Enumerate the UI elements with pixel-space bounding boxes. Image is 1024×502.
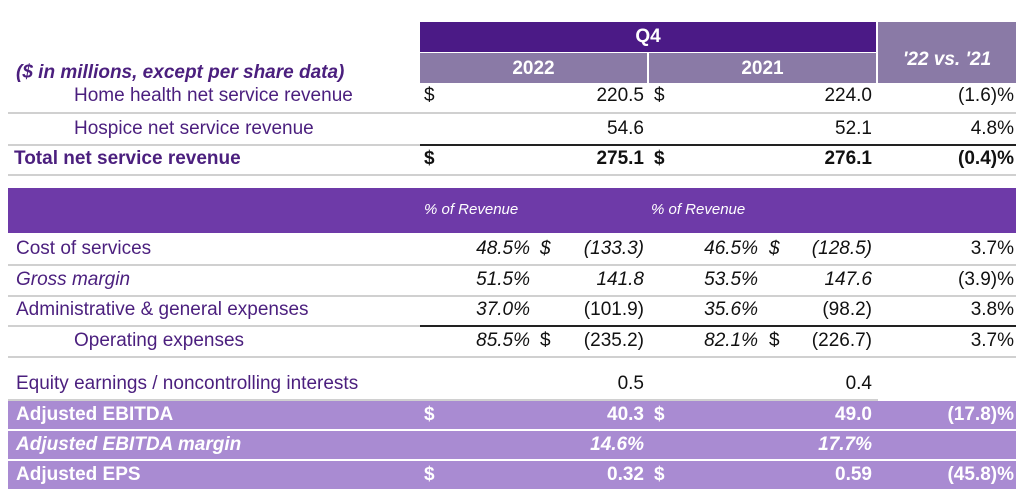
change-value: (0.4)% <box>958 148 1014 169</box>
pct-2021: 53.5% <box>704 269 758 290</box>
divider <box>8 356 1016 358</box>
summary-band-margin <box>8 431 1016 459</box>
pct-2021: 35.6% <box>704 299 758 320</box>
value-2022: (133.3) <box>583 238 644 259</box>
row-label: Home health net service revenue <box>74 85 353 106</box>
row-label: Cost of services <box>16 238 152 259</box>
currency-2022: $ <box>424 85 435 106</box>
currency-2021: $ <box>654 464 665 485</box>
currency-2022: $ <box>424 148 435 169</box>
pct-revenue-header-2022: % of Revenue <box>424 201 519 218</box>
value-2022: (101.9) <box>583 299 644 320</box>
change-value: (1.6)% <box>958 85 1014 106</box>
value-2022: (235.2) <box>583 330 644 351</box>
row-label: Adjusted EBITDA <box>16 404 174 425</box>
currency-2021: $ <box>654 148 665 169</box>
summary-band-ebitda <box>8 401 1016 429</box>
currency-2021: $ <box>769 330 780 351</box>
value-2022: 0.32 <box>607 464 644 485</box>
row-label: Administrative & general expenses <box>16 299 309 320</box>
value-2021: 224.0 <box>824 85 872 106</box>
value-2022: 14.6% <box>590 434 644 455</box>
header-q4-bar <box>420 22 876 52</box>
divider <box>8 399 878 401</box>
row-label: Adjusted EBITDA margin <box>16 434 242 455</box>
value-2022: 40.3 <box>607 404 644 425</box>
pct-2021: 82.1% <box>704 330 758 351</box>
header-period: Q4 <box>635 26 661 47</box>
row-label: Hospice net service revenue <box>74 118 314 139</box>
pct-2022: 37.0% <box>476 299 530 320</box>
currency-2022: $ <box>424 464 435 485</box>
pct-2022: 51.5% <box>476 269 530 290</box>
section-band <box>8 188 1016 233</box>
value-2021: (226.7) <box>811 330 872 351</box>
row-label: Operating expenses <box>74 330 245 351</box>
value-2021: (98.2) <box>822 299 872 320</box>
divider <box>8 325 420 327</box>
change-value: (17.8)% <box>947 404 1014 425</box>
row-label: Adjusted EPS <box>16 464 141 485</box>
header-col-change: '22 vs. '21 <box>902 49 992 70</box>
units-note: ($ in millions, except per share data) <box>16 62 345 83</box>
divider <box>8 112 1016 114</box>
change-value: (45.8)% <box>947 464 1014 485</box>
currency-2022: $ <box>540 238 551 259</box>
row-label: Equity earnings / noncontrolling interes… <box>16 373 359 394</box>
divider <box>8 144 420 146</box>
currency-2022: $ <box>540 330 551 351</box>
value-2021: 52.1 <box>835 118 872 139</box>
divider <box>8 264 1016 266</box>
summary-band-eps <box>8 461 1016 489</box>
value-2022: 220.5 <box>596 85 644 106</box>
value-2021: (128.5) <box>811 238 872 259</box>
change-value: 3.7% <box>970 330 1014 351</box>
change-value: 4.8% <box>970 118 1014 139</box>
pct-2022: 85.5% <box>476 330 530 351</box>
value-2021: 17.7% <box>818 434 872 455</box>
pct-2021: 46.5% <box>704 238 758 259</box>
value-2021: 49.0 <box>835 404 872 425</box>
row-label: Gross margin <box>16 269 131 290</box>
subtotal-divider <box>420 325 1016 327</box>
header-col-2022: 2022 <box>512 58 555 79</box>
value-2021: 0.59 <box>835 464 872 485</box>
total-divider <box>420 144 1016 146</box>
header-divider <box>647 53 649 83</box>
value-2022: 0.5 <box>617 373 644 394</box>
header-change-bar <box>878 22 1016 83</box>
divider <box>8 174 1016 176</box>
currency-2022: $ <box>424 404 435 425</box>
value-2021: 276.1 <box>824 148 872 169</box>
change-value: 3.7% <box>970 238 1014 259</box>
value-2021: 147.6 <box>824 269 872 290</box>
value-2022: 275.1 <box>596 148 644 169</box>
value-2021: 0.4 <box>845 373 872 394</box>
value-2022: 141.8 <box>596 269 644 290</box>
change-value: (3.9)% <box>958 269 1014 290</box>
currency-2021: $ <box>654 404 665 425</box>
divider <box>8 295 1016 297</box>
change-value: 3.8% <box>970 299 1014 320</box>
pct-revenue-header-2021: % of Revenue <box>651 201 746 218</box>
row-label: Total net service revenue <box>14 148 241 169</box>
pct-2022: 48.5% <box>476 238 530 259</box>
value-2022: 54.6 <box>607 118 644 139</box>
currency-2021: $ <box>769 238 780 259</box>
currency-2021: $ <box>654 85 665 106</box>
header-col-2021: 2021 <box>741 58 784 79</box>
